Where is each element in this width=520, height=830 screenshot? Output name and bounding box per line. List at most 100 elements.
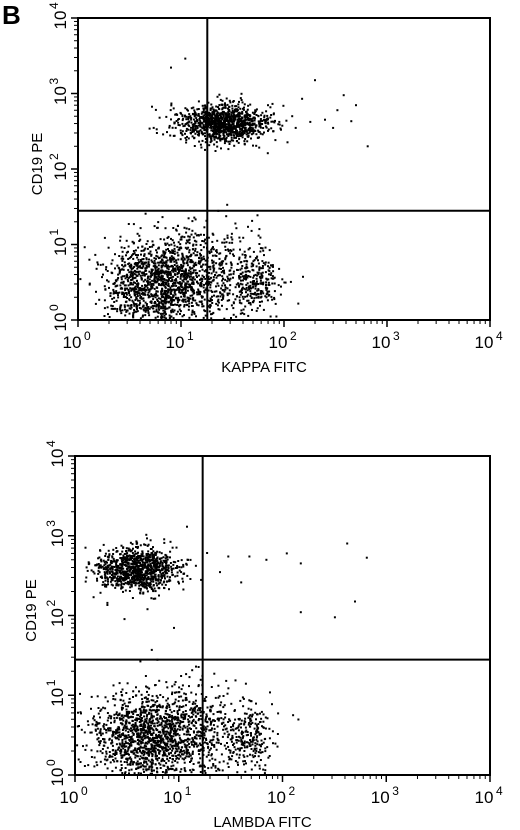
data-point — [109, 561, 112, 564]
data-point — [244, 267, 247, 270]
data-point — [198, 300, 201, 303]
data-point — [121, 281, 123, 284]
data-point — [201, 258, 204, 261]
data-point — [255, 277, 258, 280]
data-point — [182, 563, 185, 566]
data-point — [187, 751, 190, 754]
data-point — [229, 249, 232, 251]
data-point — [134, 579, 137, 581]
data-point — [184, 756, 187, 759]
data-point — [186, 289, 189, 292]
data-point — [248, 270, 251, 273]
data-point — [118, 579, 121, 582]
data-point — [123, 724, 126, 727]
data-point — [210, 139, 213, 142]
data-point — [154, 279, 157, 282]
data-point — [143, 753, 146, 755]
data-point — [135, 577, 138, 580]
data-point — [136, 732, 139, 735]
data-point — [114, 757, 117, 760]
data-point — [157, 297, 160, 300]
data-point — [209, 283, 212, 286]
data-point — [156, 226, 159, 229]
data-point — [192, 289, 195, 292]
data-point — [228, 269, 231, 272]
data-point — [164, 265, 167, 268]
data-point — [115, 752, 118, 755]
data-point — [144, 711, 147, 714]
data-point — [121, 754, 124, 757]
data-point — [143, 746, 146, 749]
data-point — [112, 557, 115, 560]
data-point — [121, 268, 124, 271]
y-tick-exponent: 3 — [47, 78, 61, 85]
data-point — [239, 124, 242, 127]
data-point — [239, 128, 242, 131]
data-point — [105, 584, 108, 586]
data-point — [218, 128, 221, 131]
data-point — [199, 261, 202, 263]
data-point — [123, 742, 126, 745]
data-point — [178, 270, 180, 273]
data-point — [221, 296, 224, 299]
data-point — [249, 275, 252, 278]
data-point — [104, 579, 107, 582]
data-point — [139, 266, 142, 269]
data-point — [187, 298, 190, 300]
data-point — [215, 122, 218, 125]
data-point — [142, 258, 145, 260]
data-point — [147, 281, 150, 284]
data-point — [151, 245, 154, 248]
data-point — [252, 116, 255, 119]
data-point — [208, 265, 210, 268]
data-point — [134, 282, 137, 285]
data-point — [109, 563, 112, 566]
data-point — [194, 299, 197, 302]
data-point — [153, 293, 156, 296]
data-point — [147, 700, 150, 703]
data-point — [130, 306, 133, 309]
data-point — [184, 716, 187, 718]
data-point — [177, 121, 180, 124]
data-point — [184, 699, 187, 702]
data-point — [139, 732, 142, 735]
data-point — [189, 267, 192, 270]
data-point — [160, 255, 163, 258]
data-point — [121, 259, 124, 262]
data-point — [136, 286, 139, 288]
data-point — [336, 109, 339, 112]
data-point — [184, 132, 186, 135]
data-point — [127, 245, 130, 248]
data-point — [268, 290, 271, 293]
data-point — [158, 564, 161, 567]
data-point — [208, 250, 211, 253]
data-point — [152, 597, 155, 600]
data-point — [185, 713, 188, 716]
data-point — [127, 734, 130, 737]
data-point — [186, 740, 189, 743]
data-point — [230, 111, 233, 114]
data-point — [212, 130, 214, 132]
data-point — [142, 733, 145, 736]
data-point — [100, 566, 103, 569]
data-point — [229, 277, 232, 280]
data-point — [261, 247, 264, 250]
data-point — [175, 313, 178, 316]
data-point — [240, 309, 243, 312]
data-point — [268, 249, 271, 252]
data-point — [140, 713, 142, 716]
data-point — [183, 294, 186, 297]
data-point — [110, 262, 113, 265]
data-point — [177, 282, 180, 285]
data-point — [163, 278, 166, 281]
data-point — [238, 301, 241, 304]
data-point — [158, 740, 161, 743]
data-point — [94, 253, 97, 256]
data-point — [151, 105, 153, 108]
data-point — [124, 772, 126, 775]
data-point — [211, 134, 214, 137]
data-point — [211, 121, 214, 124]
data-point — [257, 234, 260, 237]
data-point — [97, 737, 100, 740]
data-point — [194, 218, 197, 221]
